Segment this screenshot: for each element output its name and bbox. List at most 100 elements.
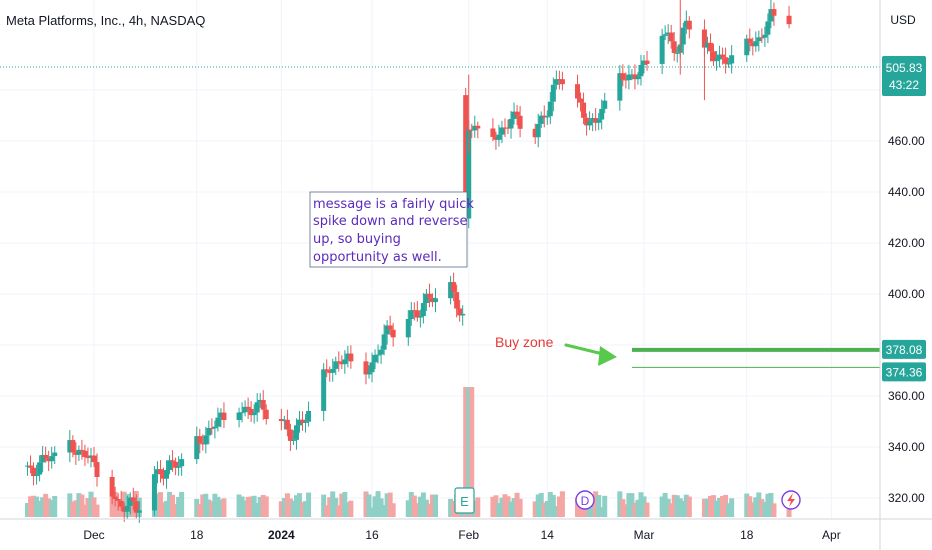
volume-bar (423, 499, 429, 517)
volume-bar (638, 492, 644, 517)
volume-bar (714, 500, 720, 517)
volume-bar (544, 500, 550, 517)
volume-bar (408, 492, 414, 517)
currency-button-bg (884, 8, 922, 30)
volume-bar (154, 493, 160, 517)
volume-bar (203, 493, 209, 517)
lower-line-price: 374.36 (886, 365, 923, 379)
candle-body (626, 74, 632, 81)
candle-body (544, 116, 550, 118)
volume-bar (429, 494, 435, 517)
candle-body (245, 406, 251, 409)
candle-body (683, 20, 689, 28)
volume-bar (251, 495, 257, 517)
volume-bar (599, 507, 605, 517)
volume-bar (161, 502, 167, 517)
candle-body (665, 32, 671, 35)
candle-body (324, 369, 330, 371)
price-tick-label: 340.00 (888, 440, 925, 454)
volume-bar (263, 496, 269, 517)
last-price-tag: 505.83 43:22 (882, 56, 926, 96)
note-line-2: spike down and reverse (313, 214, 468, 229)
candle-body (88, 455, 94, 458)
volume-bar (248, 496, 254, 517)
volume-bar (293, 495, 299, 517)
candle-body (46, 458, 52, 462)
candle-body (209, 427, 215, 429)
candle-body (414, 310, 420, 318)
volume-bar (505, 496, 511, 517)
candle-body (432, 298, 438, 303)
candle-body (287, 429, 293, 441)
candle-body (31, 467, 37, 477)
volume-bar (31, 495, 37, 517)
candle-body (701, 29, 707, 48)
price-tick-label: 440.00 (888, 185, 925, 199)
time-axis[interactable]: Dec 18 2024 16 Feb 14 Mar 18 Apr (83, 528, 840, 542)
volume-bar (67, 493, 73, 517)
buy-zone-arrow[interactable] (564, 343, 617, 366)
candle-body (366, 372, 372, 375)
candle-body (584, 117, 590, 126)
dividend-badge[interactable]: D (575, 490, 595, 510)
candle-body (720, 54, 726, 58)
candle-body (79, 449, 85, 451)
candle-body (417, 316, 423, 318)
candle-body (342, 359, 348, 365)
candle-body (714, 59, 720, 62)
candle-body (490, 128, 496, 137)
volume-bar (257, 496, 263, 517)
earnings-badge-letter: E (460, 494, 469, 509)
volume-bar (306, 492, 312, 517)
time-tick-label: Apr (822, 528, 841, 542)
candle-body (704, 42, 710, 48)
currency-button[interactable]: USD (884, 8, 922, 30)
volume-bar (665, 498, 671, 517)
earnings-badge[interactable]: E (454, 487, 475, 514)
time-tick-label: 18 (740, 528, 754, 542)
candle-body (257, 399, 263, 403)
volume-bar (303, 501, 309, 517)
volume-bar (475, 497, 481, 517)
symbol-title: Meta Platforms, Inc., 4h, NASDAQ (6, 13, 205, 28)
candle-body (327, 370, 333, 373)
volume-bar (771, 503, 777, 517)
candle-body (590, 118, 596, 122)
candle-body (753, 41, 759, 47)
candle-body (375, 354, 381, 356)
volume-bar (82, 504, 88, 517)
dividend-badge-letter: D (581, 494, 590, 508)
flash-event-badge[interactable] (781, 490, 801, 510)
volume-bar (384, 493, 390, 517)
volume-bar (532, 501, 538, 517)
candle-body (729, 55, 735, 64)
candle-body (408, 310, 414, 320)
volume-bar (723, 494, 729, 517)
candle-body (723, 57, 729, 64)
candle-body (390, 329, 396, 338)
candle-body (43, 454, 49, 459)
candle-body (578, 98, 584, 103)
candle-body (212, 426, 218, 429)
candle-body (206, 427, 212, 436)
volume-bar (677, 498, 683, 517)
volume-bar (547, 492, 553, 517)
volume-bar (701, 498, 707, 517)
dividend-badge-circle (575, 490, 595, 510)
candle-body (336, 361, 342, 363)
volume-bar (511, 498, 517, 517)
volume-bar (426, 503, 432, 517)
candle-body (260, 399, 266, 410)
volume-bar (680, 500, 686, 517)
annotation-note[interactable]: message is a fairly quick spike down and… (309, 191, 474, 268)
volume-bar (575, 498, 581, 517)
price-axis[interactable]: 320.00340.00360.00380.00400.00420.00440.… (888, 83, 925, 505)
candle-body (154, 469, 160, 475)
candle-body (91, 455, 97, 463)
volume-bar (209, 501, 215, 517)
volume-bar (79, 494, 85, 517)
candle-body (429, 297, 435, 303)
volume-bar (85, 498, 91, 517)
lower-line-tag: 374.36 (882, 362, 926, 382)
